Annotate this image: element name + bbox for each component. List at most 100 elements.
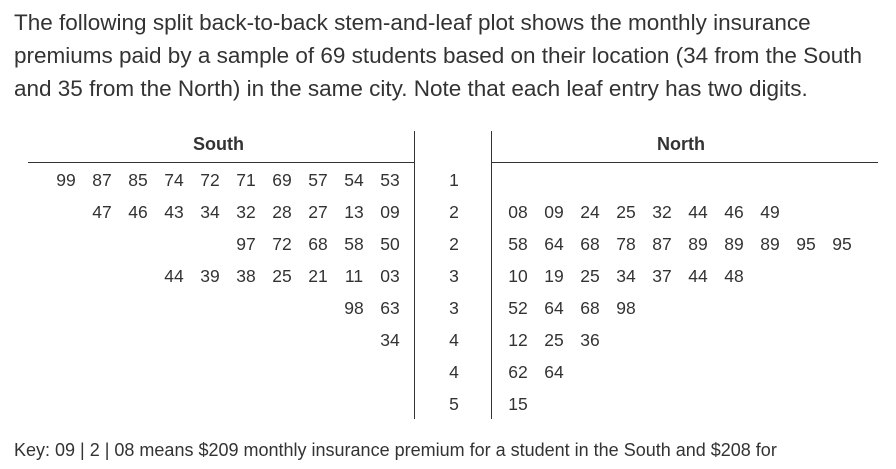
south-leaf: 98 bbox=[344, 298, 364, 318]
south-leaves: 99 87 85 74 72 71 69 57 54 53 bbox=[54, 164, 402, 196]
stem: 3 bbox=[449, 266, 459, 286]
south-leaf: 97 bbox=[236, 234, 256, 254]
plot-row: 47 46 43 34 32 28 27 13 09 2 08 09 24 25 32 44 46 49 bbox=[0, 196, 896, 228]
south-leaves: 44 39 38 25 21 11 03 bbox=[162, 260, 402, 292]
north-leaf: 49 bbox=[760, 202, 780, 222]
south-leaf: 63 bbox=[380, 298, 400, 318]
stem: 3 bbox=[449, 298, 459, 318]
north-leaf: 89 bbox=[688, 234, 708, 254]
stem: 2 bbox=[449, 234, 459, 254]
stem: 4 bbox=[449, 362, 459, 382]
north-leaf: 19 bbox=[544, 266, 564, 286]
north-leaf: 62 bbox=[508, 362, 528, 382]
south-leaf: 53 bbox=[380, 170, 400, 190]
north-leaf: 58 bbox=[508, 234, 528, 254]
north-leaves: 10 19 25 34 37 44 48 bbox=[506, 260, 746, 292]
north-header-rule bbox=[491, 162, 878, 163]
north-leaf: 68 bbox=[580, 234, 600, 254]
stem: 5 bbox=[449, 394, 459, 414]
south-leaf: 47 bbox=[92, 202, 112, 222]
north-leaves: 52 64 68 98 bbox=[506, 292, 638, 324]
north-leaf: 24 bbox=[580, 202, 600, 222]
south-leaf: 74 bbox=[164, 170, 184, 190]
north-leaf: 64 bbox=[544, 362, 564, 382]
south-leaf: 09 bbox=[380, 202, 400, 222]
south-leaf: 03 bbox=[380, 266, 400, 286]
north-leaf: 25 bbox=[616, 202, 636, 222]
north-leaves: 62 64 bbox=[506, 356, 566, 388]
plot-row: 44 39 38 25 21 11 03 3 10 19 25 34 37 44 48 bbox=[0, 260, 896, 292]
plot-key: Key: 09 | 2 | 08 means $209 monthly insu… bbox=[14, 440, 777, 460]
north-leaf: 68 bbox=[580, 298, 600, 318]
south-leaves: 98 63 bbox=[342, 292, 402, 324]
north-leaf: 48 bbox=[724, 266, 744, 286]
south-leaf: 72 bbox=[200, 170, 220, 190]
north-leaf: 64 bbox=[544, 298, 564, 318]
north-leaf: 25 bbox=[544, 330, 564, 350]
plot-row: 97 72 68 58 50 2 58 64 68 78 87 89 89 89 95 95 bbox=[0, 228, 896, 260]
plot-row: 5 15 bbox=[0, 388, 896, 420]
south-leaf: 46 bbox=[128, 202, 148, 222]
north-leaves: 12 25 36 bbox=[506, 324, 602, 356]
south-header-rule bbox=[28, 162, 414, 163]
stem: 4 bbox=[449, 330, 459, 350]
south-leaf: 34 bbox=[200, 202, 220, 222]
north-leaf: 95 bbox=[832, 234, 852, 254]
south-leaf: 43 bbox=[164, 202, 184, 222]
south-leaves: 34 bbox=[378, 324, 402, 356]
north-leaves: 08 09 24 25 32 44 46 49 bbox=[506, 196, 782, 228]
north-leaf: 64 bbox=[544, 234, 564, 254]
north-leaves: 58 64 68 78 87 89 89 89 95 95 bbox=[506, 228, 854, 260]
north-leaf: 12 bbox=[508, 330, 528, 350]
north-leaf: 95 bbox=[796, 234, 816, 254]
north-leaf: 46 bbox=[724, 202, 744, 222]
plot-row: 34 4 12 25 36 bbox=[0, 324, 896, 356]
south-leaf: 69 bbox=[272, 170, 292, 190]
south-leaf: 27 bbox=[308, 202, 328, 222]
stem-left-divider bbox=[414, 131, 415, 419]
north-leaf: 89 bbox=[724, 234, 744, 254]
south-leaf: 44 bbox=[164, 266, 184, 286]
north-header: North bbox=[657, 134, 705, 154]
north-leaf: 37 bbox=[652, 266, 672, 286]
north-leaves: 15 bbox=[506, 388, 530, 420]
north-leaf: 15 bbox=[508, 394, 528, 414]
stem-right-divider bbox=[491, 131, 492, 419]
north-leaf: 44 bbox=[688, 202, 708, 222]
north-leaf: 78 bbox=[616, 234, 636, 254]
north-leaf: 10 bbox=[508, 266, 528, 286]
south-leaf: 39 bbox=[200, 266, 220, 286]
south-leaf: 13 bbox=[344, 202, 364, 222]
south-leaf: 38 bbox=[236, 266, 256, 286]
intro-paragraph: The following split back-to-back stem-an… bbox=[14, 10, 862, 101]
north-leaf: 34 bbox=[616, 266, 636, 286]
south-leaf: 54 bbox=[344, 170, 364, 190]
north-leaf: 89 bbox=[760, 234, 780, 254]
south-leaf: 87 bbox=[92, 170, 112, 190]
south-leaf: 11 bbox=[344, 266, 364, 286]
south-leaf: 99 bbox=[56, 170, 76, 190]
south-leaf: 58 bbox=[344, 234, 364, 254]
south-header: South bbox=[193, 134, 244, 154]
north-leaf: 98 bbox=[616, 298, 636, 318]
north-leaf: 08 bbox=[508, 202, 528, 222]
south-leaves: 47 46 43 34 32 28 27 13 09 bbox=[90, 196, 402, 228]
south-leaf: 50 bbox=[380, 234, 400, 254]
south-leaf: 57 bbox=[308, 170, 328, 190]
south-leaf: 28 bbox=[272, 202, 292, 222]
south-leaf: 71 bbox=[236, 170, 256, 190]
south-leaves: 97 72 68 58 50 bbox=[234, 228, 402, 260]
stem: 2 bbox=[449, 202, 459, 222]
south-leaf: 72 bbox=[272, 234, 292, 254]
plot-row: 99 87 85 74 72 71 69 57 54 53 1 bbox=[0, 164, 896, 196]
south-leaf: 34 bbox=[380, 330, 400, 350]
south-leaf: 25 bbox=[272, 266, 292, 286]
north-leaf: 87 bbox=[652, 234, 672, 254]
north-leaf: 52 bbox=[508, 298, 528, 318]
north-leaf: 25 bbox=[580, 266, 600, 286]
stem: 1 bbox=[449, 170, 459, 190]
plot-row: 4 62 64 bbox=[0, 356, 896, 388]
south-leaf: 32 bbox=[236, 202, 256, 222]
south-leaf: 68 bbox=[308, 234, 328, 254]
plot-row: 98 63 3 52 64 68 98 bbox=[0, 292, 896, 324]
